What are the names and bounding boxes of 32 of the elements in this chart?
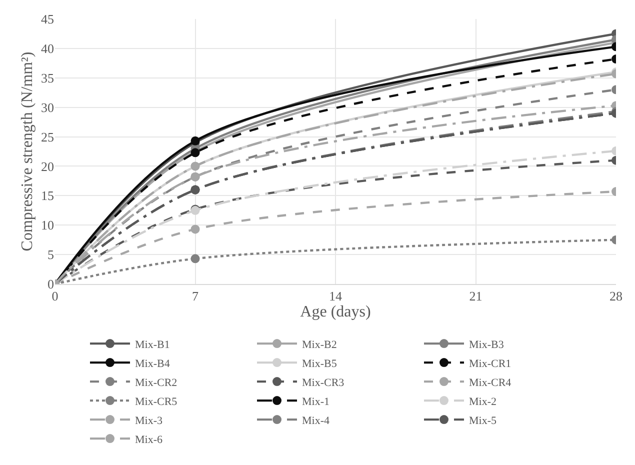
y-tick-label: 45 [41, 12, 54, 27]
legend-label: Mix-4 [302, 414, 330, 427]
legend-label: Mix-3 [135, 414, 163, 427]
legend-label: Mix-B3 [469, 338, 504, 351]
y-tick-label: 15 [41, 188, 54, 204]
x-tick-label: 14 [329, 288, 342, 304]
legend-label: Mix-B5 [302, 358, 338, 370]
legend-label: Mix-CR1 [469, 358, 512, 370]
legend-label: Mix-CR5 [135, 396, 178, 408]
legend-label: Mix-B2 [302, 338, 337, 351]
x-tick-label: 7 [192, 288, 199, 304]
legend-label: Mix-2 [469, 396, 496, 408]
legend-label: Mix-1 [302, 396, 330, 408]
y-tick-label: 5 [48, 247, 54, 262]
y-tick-label: 30 [41, 100, 54, 115]
legend-label: Mix-CR3 [302, 376, 345, 389]
x-axis-title: Age (days) [300, 304, 371, 321]
y-tick-label: 25 [41, 129, 54, 144]
y-tick-label: 0 [48, 276, 54, 292]
y-axis-title: Compressive strength (N/mm²) [18, 52, 36, 252]
x-tick-label: 21 [469, 288, 482, 304]
legend-label: Mix-5 [469, 414, 497, 427]
legend-label: Mix-CR4 [469, 376, 512, 389]
legend-label: Mix-6 [135, 434, 163, 446]
y-tick-label: 20 [41, 158, 54, 174]
x-tick-label: 28 [610, 288, 622, 304]
y-tick-label: 40 [41, 40, 54, 56]
y-tick-label: 35 [41, 70, 54, 86]
legend-label: Mix-B4 [135, 358, 170, 370]
y-tick-label: 10 [41, 218, 54, 233]
legend-label: Mix-B1 [135, 338, 170, 351]
legend-label: Mix-CR2 [135, 376, 178, 389]
